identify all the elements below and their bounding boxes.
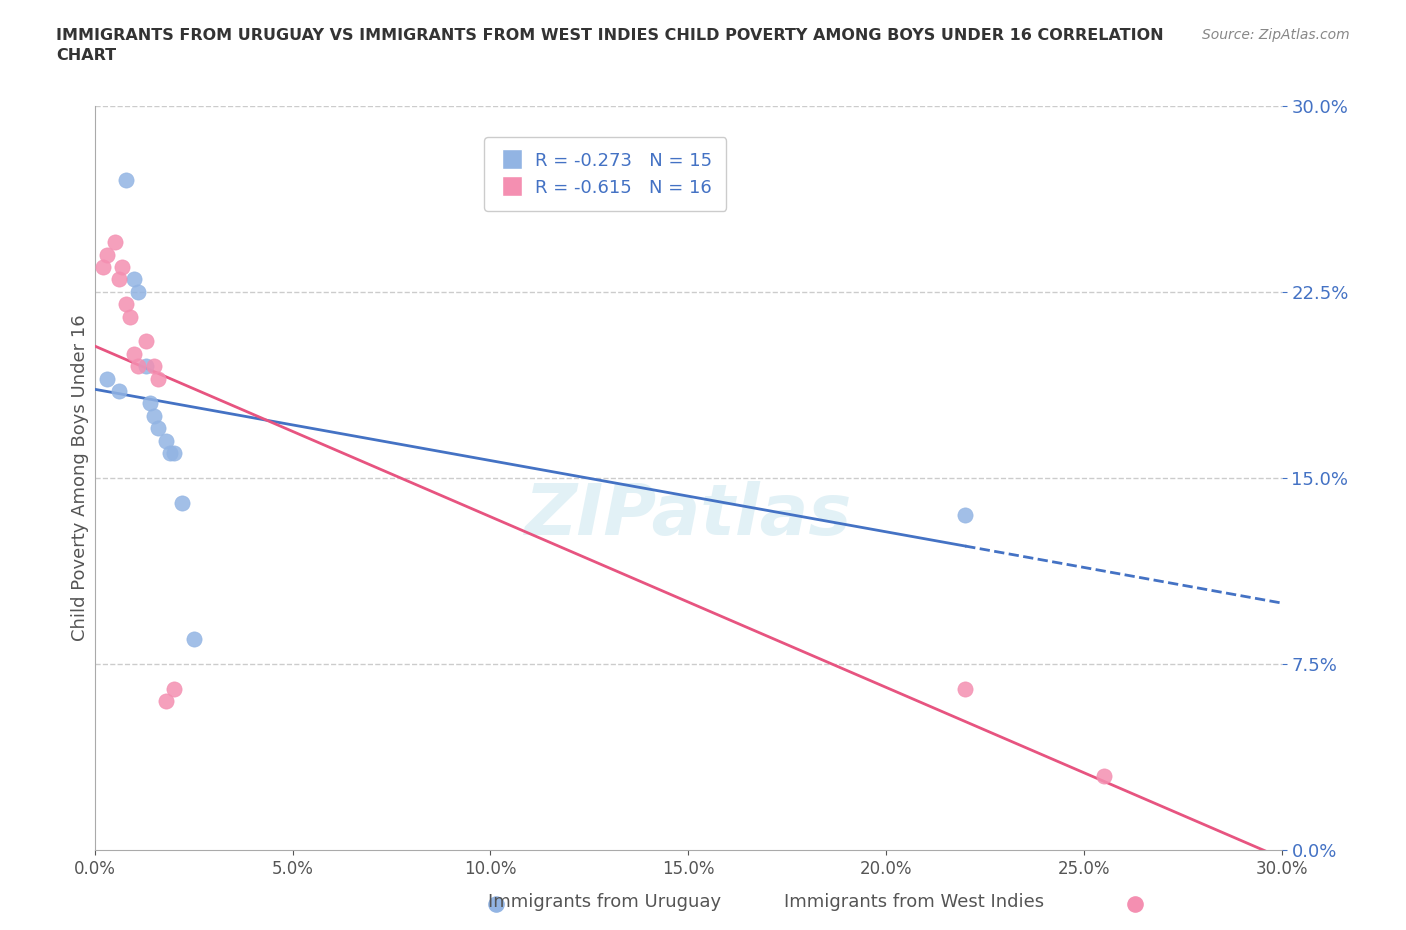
Point [159, 445, 181, 460]
Point [146, 420, 169, 435]
Point [96, 247, 118, 262]
Point [127, 359, 149, 374]
Point [103, 234, 125, 249]
Point [91, 259, 114, 274]
Point [124, 346, 146, 361]
Point [143, 359, 166, 374]
Point [953, 508, 976, 523]
Point [953, 682, 976, 697]
Point [96, 371, 118, 386]
Point [107, 272, 129, 286]
Text: Immigrants from Uruguay: Immigrants from Uruguay [488, 893, 721, 910]
Point [155, 433, 177, 448]
Point [1123, 897, 1146, 911]
Point [485, 897, 508, 911]
Point [135, 334, 157, 349]
Point [183, 631, 205, 646]
Y-axis label: Child Poverty Among Boys Under 16: Child Poverty Among Boys Under 16 [72, 314, 89, 641]
Point [127, 285, 149, 299]
Text: ZIPatlas: ZIPatlas [524, 481, 852, 550]
Legend: R = -0.273   N = 15, R = -0.615   N = 16: R = -0.273 N = 15, R = -0.615 N = 16 [484, 137, 727, 211]
Point [139, 396, 162, 411]
Point [163, 445, 186, 460]
Point [143, 408, 166, 423]
Point [170, 496, 193, 511]
Point [155, 694, 177, 709]
Point [163, 682, 186, 697]
Point [111, 259, 134, 274]
Text: Immigrants from West Indies: Immigrants from West Indies [783, 893, 1045, 910]
Point [115, 297, 138, 312]
Point [120, 309, 142, 324]
Point [135, 359, 157, 374]
Point [146, 371, 169, 386]
Point [1092, 768, 1115, 783]
Point [115, 173, 138, 188]
Text: IMMIGRANTS FROM URUGUAY VS IMMIGRANTS FROM WEST INDIES CHILD POVERTY AMONG BOYS : IMMIGRANTS FROM URUGUAY VS IMMIGRANTS FR… [56, 28, 1164, 62]
Text: Source: ZipAtlas.com: Source: ZipAtlas.com [1202, 28, 1350, 42]
Point [124, 272, 146, 286]
Point [107, 383, 129, 398]
